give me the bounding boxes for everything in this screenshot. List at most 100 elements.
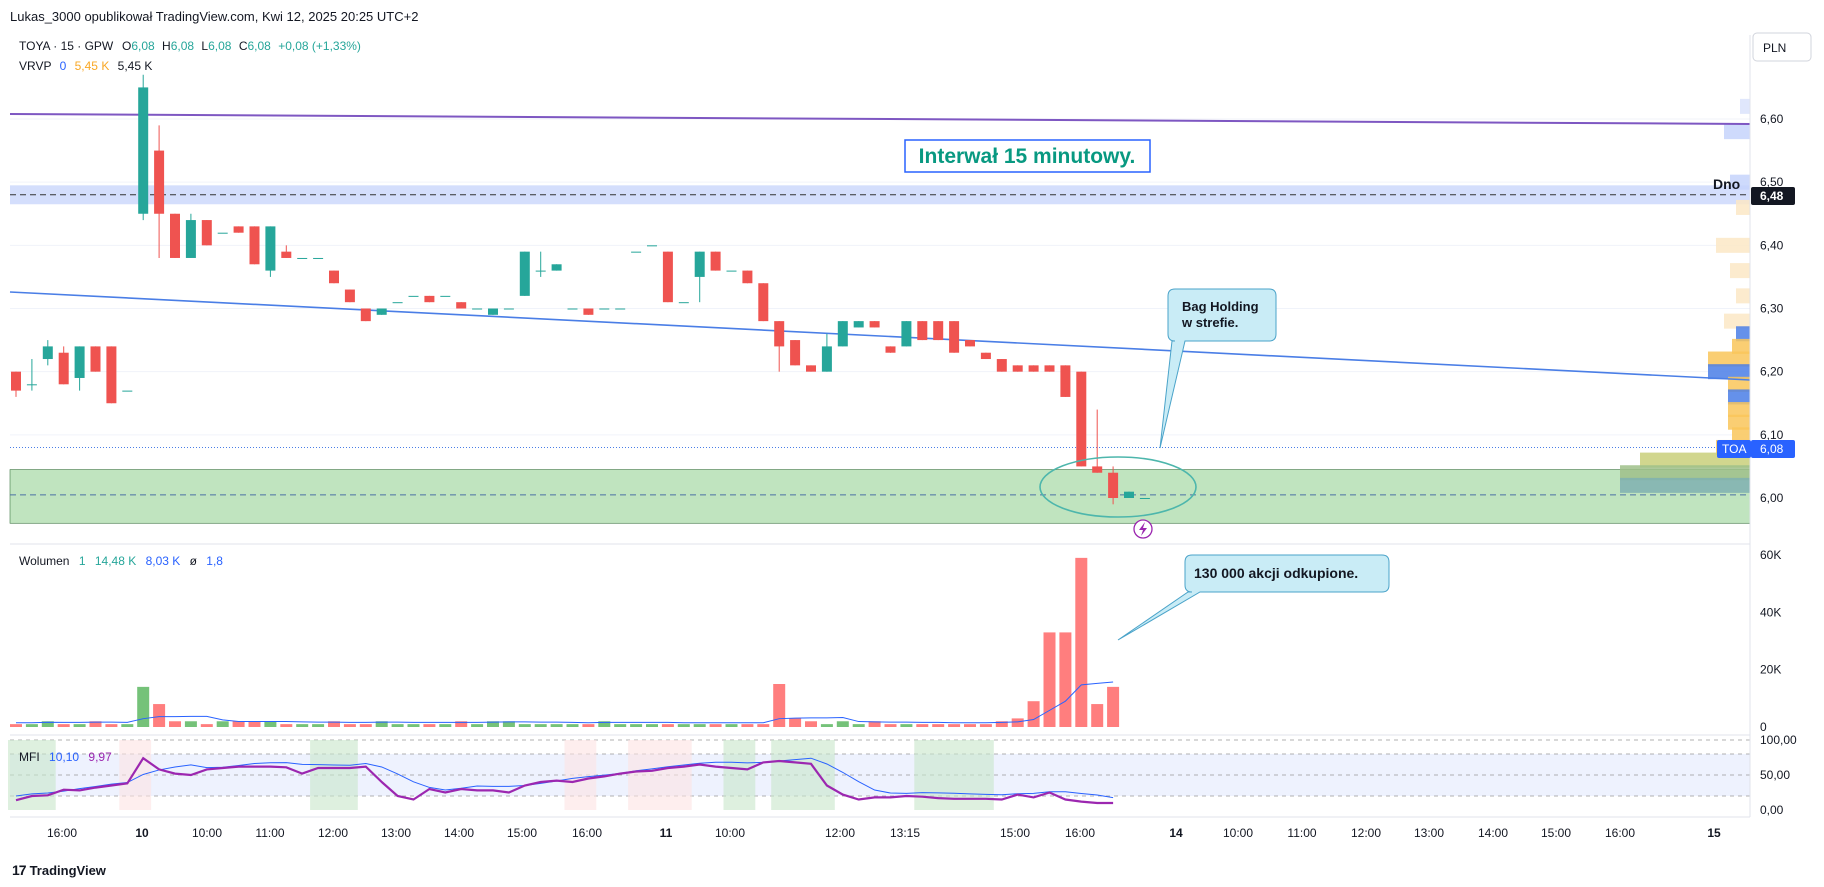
candle-body xyxy=(869,321,880,328)
purple-trend-line[interactable] xyxy=(9,113,1751,125)
highlight-ellipse[interactable] xyxy=(1039,456,1197,518)
candle-body xyxy=(885,346,896,353)
time-axis-label: 11:00 xyxy=(255,826,284,840)
candle-body xyxy=(488,308,498,315)
candle-body xyxy=(249,226,260,265)
time-axis-label: 12:00 xyxy=(318,826,348,840)
mfi-tick-label: 50,00 xyxy=(1760,768,1790,782)
callout-volume-text: 130 000 akcji odkupione. xyxy=(1194,565,1358,581)
candle-body xyxy=(806,365,816,372)
current-symbol-text: TOA xyxy=(1722,442,1746,456)
interval-textbox[interactable] xyxy=(904,139,1151,173)
candle-body xyxy=(360,308,371,322)
volume-profile-bar xyxy=(1732,338,1750,354)
volume-bar xyxy=(407,724,420,727)
current-price-tag xyxy=(1751,440,1795,458)
volume-bar xyxy=(534,724,547,727)
candle-body xyxy=(1076,371,1087,467)
volume-bar xyxy=(948,724,961,727)
volume-bar xyxy=(773,684,786,727)
volume-bar xyxy=(614,724,627,727)
mfi-moving-average xyxy=(15,757,1114,799)
resistance-price-tag xyxy=(1751,187,1795,205)
candle-body xyxy=(1012,365,1023,372)
mfi-tick-label: 100,00 xyxy=(1760,733,1797,747)
candle-body xyxy=(503,308,514,310)
volume-profile-bar xyxy=(1728,389,1750,405)
volume-profile-bar xyxy=(1724,124,1750,140)
blue-trend-line[interactable] xyxy=(9,291,1751,381)
candle-body xyxy=(1028,365,1039,372)
candle-body xyxy=(58,352,69,385)
brand-footer: 17 TradingView xyxy=(12,862,106,878)
candlestick-series xyxy=(11,74,1150,505)
candle-body xyxy=(233,226,244,233)
volume-bar xyxy=(1043,632,1056,727)
candle-body xyxy=(965,340,975,347)
candle-body xyxy=(901,321,912,347)
mfi-line xyxy=(15,756,1114,805)
time-axis-label: 12:00 xyxy=(825,826,855,840)
volume-bar xyxy=(312,724,325,727)
candle-body xyxy=(519,251,530,296)
current-symbol-tag xyxy=(1717,440,1751,458)
candle-body xyxy=(456,302,467,309)
callout-volume[interactable] xyxy=(1117,554,1390,641)
volume-profile-bar xyxy=(1732,427,1750,443)
candle-body xyxy=(217,232,228,234)
candle-body xyxy=(344,289,355,303)
volume-bar xyxy=(550,724,563,727)
mfi-background xyxy=(8,739,1750,810)
volume-bar xyxy=(630,724,643,727)
volume-bar xyxy=(836,721,849,727)
legend-ohlc: O6,08 H6,08 L6,08 C6,08 +0,08 (+1,33%) xyxy=(122,39,361,53)
volume-bar xyxy=(121,724,134,727)
volume-bar xyxy=(964,724,976,727)
mfi-highlight-zone xyxy=(310,740,358,810)
volume-bar xyxy=(200,724,213,727)
candle-body xyxy=(265,226,276,271)
candle-body xyxy=(90,346,101,372)
time-axis-label: 11 xyxy=(660,826,673,840)
price-tick-label: 6,20 xyxy=(1760,365,1784,379)
candle-body xyxy=(933,321,944,341)
currency-button[interactable] xyxy=(1752,32,1812,62)
volume-bar xyxy=(820,724,833,727)
legend-mfi: MFI 10,10 9,97 xyxy=(19,750,112,764)
volume-tick-label: 20K xyxy=(1760,663,1781,677)
volume-bar xyxy=(216,721,229,727)
volume-bar xyxy=(518,724,531,727)
volume-bar xyxy=(471,724,484,727)
volume-bar xyxy=(73,724,86,727)
candle-body xyxy=(1044,365,1055,372)
volume-bar xyxy=(805,721,817,727)
volume-bar xyxy=(566,724,579,727)
mfi-highlight-zone xyxy=(771,740,835,810)
candle-body xyxy=(837,321,848,347)
candle-body xyxy=(201,220,212,246)
volume-bar xyxy=(105,724,118,727)
volume-bar xyxy=(661,724,674,727)
volume-bar xyxy=(280,724,293,727)
volume-bar xyxy=(852,724,865,727)
volume-bar xyxy=(153,704,166,727)
mfi-tick-label: 0,00 xyxy=(1760,803,1784,817)
mfi-highlight-zone xyxy=(564,740,597,810)
price-tick-label: 6,50 xyxy=(1760,175,1784,189)
candle-body xyxy=(1139,498,1150,499)
volume-profile-bar xyxy=(1740,98,1750,114)
candle-body xyxy=(694,251,705,277)
candle-body xyxy=(376,308,387,315)
volume-profile-bar xyxy=(1728,402,1750,418)
volume-bar xyxy=(25,724,38,727)
volume-profile-bar xyxy=(1728,414,1750,430)
grid xyxy=(10,118,1750,499)
volume-bar xyxy=(979,724,992,727)
time-axis-label: 14 xyxy=(1169,826,1183,840)
candle-body xyxy=(662,251,673,303)
time-axis-label: 16:00 xyxy=(47,826,77,840)
callout-bag-holding[interactable] xyxy=(1159,288,1277,449)
volume-tick-label: 60K xyxy=(1760,548,1781,562)
time-axis[interactable]: 16:00 10 10:00 11:00 12:00 13:00 14:00 15:00 16:… xyxy=(47,826,1721,840)
